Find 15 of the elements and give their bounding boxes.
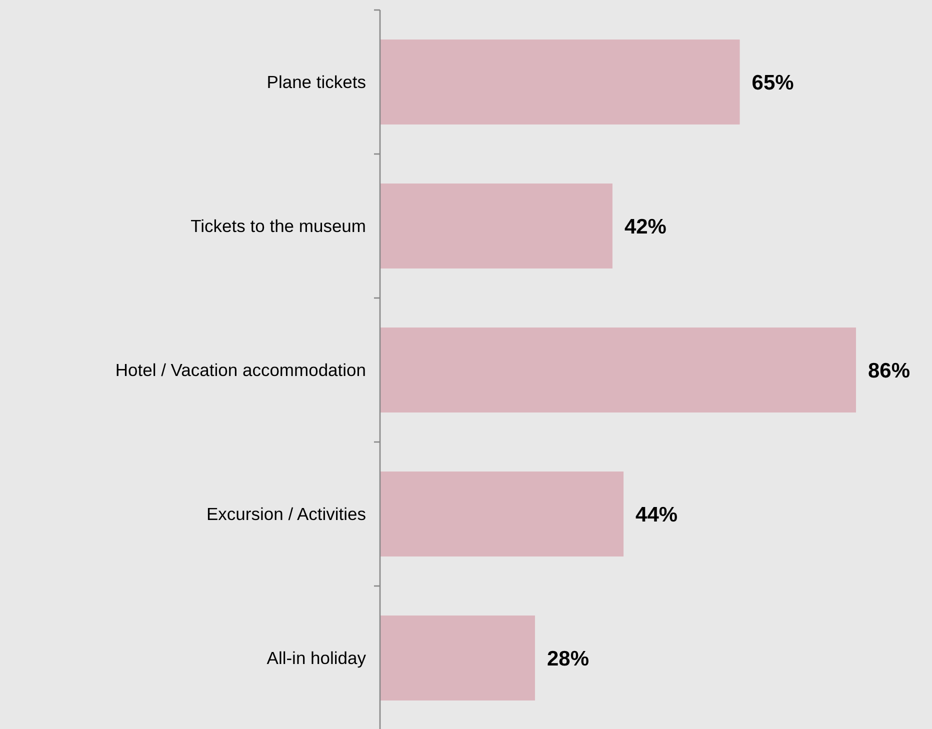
data-label: 65% bbox=[752, 71, 794, 94]
bar bbox=[380, 616, 535, 700]
y-tick-label: Hotel / Vacation accommodation bbox=[115, 360, 366, 380]
bar bbox=[380, 472, 624, 556]
data-label: 42% bbox=[624, 215, 667, 238]
y-tick-label: Tickets to the museum bbox=[190, 216, 366, 236]
bar bbox=[380, 40, 740, 124]
data-label: 86% bbox=[868, 359, 910, 382]
y-tick-label: Excursion / Activities bbox=[206, 504, 366, 524]
bar bbox=[380, 328, 856, 412]
bar bbox=[380, 184, 612, 268]
y-tick-label: Plane tickets bbox=[266, 72, 366, 92]
data-label: 44% bbox=[636, 503, 678, 526]
y-tick-label: All-in holiday bbox=[266, 648, 366, 668]
data-label: 28% bbox=[546, 647, 590, 670]
